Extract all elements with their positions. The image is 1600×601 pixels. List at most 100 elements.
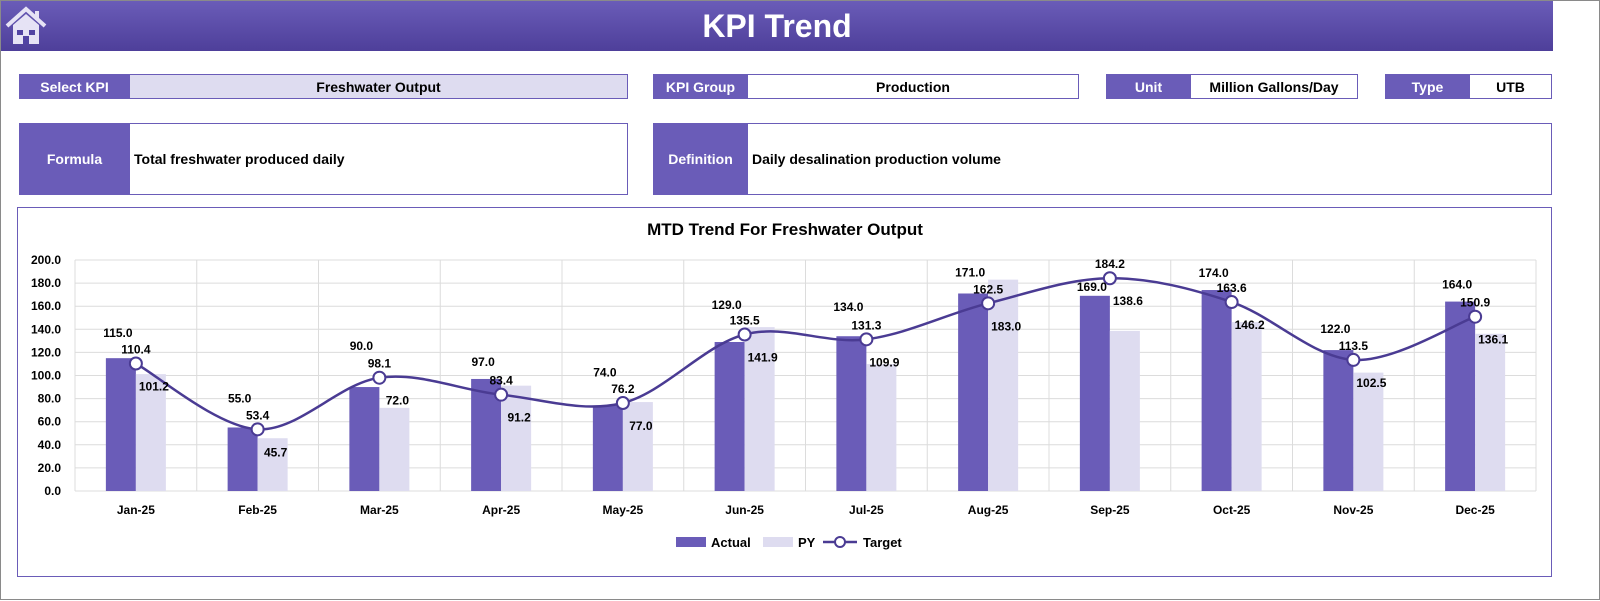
target-marker [494,387,509,402]
data-label-actual: 97.0 [471,355,495,369]
chart-frame [17,207,1552,577]
data-label-py: 72.0 [386,394,410,408]
y-tick-label: 80.0 [38,392,62,406]
bar-py [257,438,288,491]
x-tick-label: Dec-25 [1455,503,1495,517]
x-tick-label: Jul-25 [849,503,884,517]
y-tick-label: 0.0 [44,484,61,498]
legend-actual: Actual [711,535,751,550]
bar-py [501,385,532,491]
bar-actual [1323,350,1354,491]
select-kpi-label: Select KPI [19,74,130,99]
bar-py [1353,372,1384,491]
select-kpi-dropdown[interactable]: Freshwater Output [129,74,628,99]
legend: Actual PY Target [676,535,902,550]
y-tick-label: 100.0 [31,369,61,383]
data-label-py: 102.5 [1356,376,1386,390]
target-marker [128,356,143,371]
data-label-py: 91.2 [507,411,531,425]
legend-marker-target [834,536,846,548]
bar-py [1475,333,1506,491]
data-label-actual: 164.0 [1442,278,1472,292]
target-line [135,276,1476,431]
data-label-target: 83.4 [489,374,513,388]
x-tick-label: Jun-25 [725,503,764,517]
y-tick-label: 140.0 [31,322,61,336]
data-label-target: 131.3 [851,318,881,332]
data-label-target: 162.5 [973,282,1003,296]
bar-actual [1079,295,1110,491]
data-label-py: 77.0 [629,419,653,433]
data-label-target: 98.1 [368,357,392,371]
bar-actual [1201,290,1232,491]
definition-label: Definition [653,123,748,195]
bar-py [135,374,166,491]
x-tick-label: Jan-25 [117,503,155,517]
data-label-target: 113.5 [1339,339,1369,353]
y-tick-label: 160.0 [31,299,61,313]
data-label-actual: 129.0 [712,298,742,312]
data-label-target: 76.2 [611,382,635,396]
data-label-actual: 171.0 [955,265,985,279]
bar-actual [349,387,380,491]
bar-actual [714,342,745,491]
data-label-actual: 122.0 [1320,322,1350,336]
data-label-py: 138.6 [1113,294,1143,308]
data-label-target: 184.2 [1095,257,1125,271]
bar-py [988,279,1019,491]
bar-py [1109,330,1140,491]
legend-py: PY [798,535,816,550]
y-tick-label: 180.0 [31,276,61,290]
data-label-py: 146.2 [1235,318,1265,332]
data-label-py: 183.0 [991,319,1021,333]
y-tick-label: 40.0 [38,438,62,452]
formula-value: Total freshwater produced daily [129,123,628,195]
data-label-py: 45.7 [264,445,288,459]
page-title: KPI Trend [702,7,852,44]
bar-actual [105,358,136,491]
data-label-py: 136.1 [1478,333,1508,347]
data-label-target: 110.4 [121,342,151,356]
type-value: UTB [1469,74,1552,99]
data-label-actual: 55.0 [228,391,252,405]
data-label-target: 163.6 [1217,281,1247,295]
data-label-actual: 169.0 [1077,280,1107,294]
home-icon[interactable] [5,6,47,46]
target-marker [1224,295,1239,310]
bar-py [622,402,653,491]
x-tick-label: Oct-25 [1213,503,1251,517]
target-marker [1468,309,1483,324]
unit-value: Million Gallons/Day [1190,74,1358,99]
target-marker [372,370,387,385]
target-marker [615,395,630,410]
data-label-target: 53.4 [246,408,270,422]
formula-label: Formula [19,123,130,195]
kpi-group-value: Production [747,74,1079,99]
definition-value: Daily desalination production volume [747,123,1552,195]
data-label-actual: 90.0 [350,339,374,353]
bar-actual [836,336,867,491]
bar-actual [592,405,623,491]
x-tick-label: Sep-25 [1090,503,1130,517]
bar-py [1231,322,1262,491]
y-tick-label: 20.0 [38,461,62,475]
target-marker [737,327,752,342]
x-tick-label: Apr-25 [482,503,520,517]
chart-title: MTD Trend For Freshwater Output [647,220,923,239]
legend-swatch-py [763,537,793,547]
bar-actual [1445,301,1476,491]
x-tick-label: Mar-25 [360,503,399,517]
target-marker [1346,352,1361,367]
x-tick-label: Aug-25 [968,503,1009,517]
legend-target: Target [863,535,902,550]
data-label-py: 101.2 [139,379,169,393]
x-tick-label: Nov-25 [1333,503,1373,517]
header-bar: KPI Trend [1,1,1553,51]
data-label-actual: 174.0 [1199,266,1229,280]
data-label-py: 109.9 [869,355,899,369]
legend-swatch-actual [676,537,706,547]
data-label-actual: 115.0 [103,326,133,340]
bar-py [379,407,410,491]
x-tick-label: Feb-25 [238,503,277,517]
